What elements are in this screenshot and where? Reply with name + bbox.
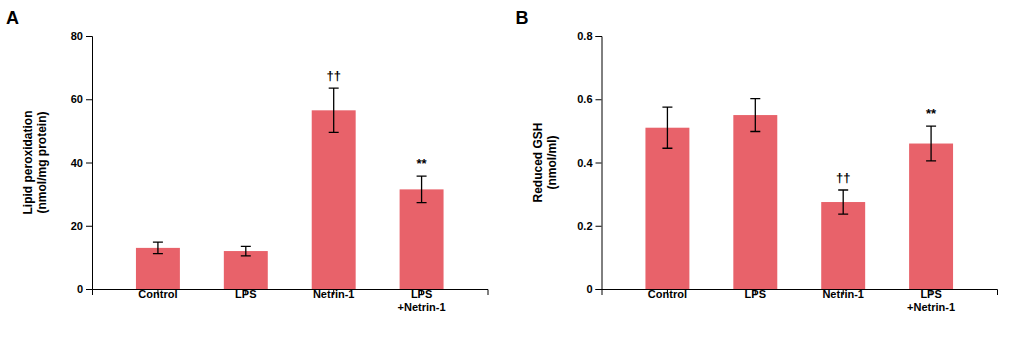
x-tick: Netrin-1 — [313, 288, 355, 300]
x-axis: ControlLPSNetrin-1LPS+Netrin-1 — [93, 288, 489, 313]
y-axis-label-line: Reduced GSH — [531, 122, 545, 202]
plot-area — [136, 88, 444, 289]
y-tick: 0.4 — [577, 157, 601, 169]
tick-label: LPS — [745, 288, 766, 300]
tick-mark — [86, 289, 92, 290]
x-tick: LPS+Netrin-1 — [907, 288, 955, 313]
tick-mark — [86, 99, 92, 100]
tick-label: Control — [138, 288, 177, 300]
bar — [400, 189, 444, 289]
y-axis-label-line: (nmol/mg protein) — [35, 112, 49, 214]
tick-label: Netrin-1 — [313, 288, 355, 300]
panel-title: A — [6, 8, 19, 28]
axis-line — [86, 37, 93, 290]
x-tick: LPS+Netrin-1 — [398, 288, 446, 313]
y-tick: 40 — [71, 157, 92, 169]
tick-mark — [596, 226, 602, 227]
y-tick: 0.6 — [577, 93, 601, 105]
bar — [821, 202, 865, 289]
tick-label: 0.2 — [577, 220, 592, 232]
x-tick: LPS — [745, 288, 766, 300]
tick-mark — [596, 163, 602, 164]
tick-label-line: Control — [138, 288, 177, 300]
tick-label: LPS+Netrin-1 — [907, 288, 955, 313]
tick-mark — [596, 36, 602, 37]
panel: 020406080ControlLPSNetrin-1LPS+Netrin-1†… — [6, 8, 488, 313]
y-tick: 80 — [71, 30, 92, 42]
chart-root: 020406080ControlLPSNetrin-1LPS+Netrin-1†… — [0, 0, 1019, 337]
tick-label-line: Netrin-1 — [313, 288, 355, 300]
tick-mark — [86, 163, 92, 164]
tick-label-line: LPS — [745, 288, 766, 300]
y-tick: 60 — [71, 93, 92, 105]
annotation: ** — [926, 106, 937, 121]
tick-label-line: +Netrin-1 — [398, 301, 446, 313]
y-axis-label: Reduced GSH(nmol/ml) — [531, 122, 559, 202]
y-axis: 0 0.2 0.4 0.6 0.8 — [577, 30, 602, 295]
panel: 00.20.40.60.8ControlLPSNetrin-1LPS+Netri… — [516, 8, 998, 313]
tick-label: 40 — [71, 157, 83, 169]
bar — [645, 128, 689, 289]
y-axis-label-line: (nmol/ml) — [545, 136, 559, 190]
bar — [733, 115, 777, 289]
y-tick: 0.2 — [577, 220, 601, 232]
tick-label-line: LPS — [411, 288, 432, 300]
x-tick: Control — [648, 288, 687, 300]
annotation: †† — [836, 170, 850, 185]
error-bar — [153, 242, 163, 253]
y-axis: 0 20 40 60 80 — [71, 30, 93, 295]
tick-label: LPS+Netrin-1 — [398, 288, 446, 313]
tick-label: Netrin-1 — [822, 288, 864, 300]
x-tick: Control — [138, 288, 177, 300]
x-axis: ControlLPSNetrin-1LPS+Netrin-1 — [602, 288, 998, 313]
y-tick: 0.8 — [577, 30, 601, 42]
error-bar — [838, 190, 848, 214]
tick-mark — [86, 36, 92, 37]
tick-label: 60 — [71, 93, 83, 105]
error-bar — [417, 176, 427, 203]
panel-title: B — [516, 8, 529, 28]
bar — [909, 144, 953, 289]
x-tick: Netrin-1 — [822, 288, 864, 300]
error-bar — [926, 126, 936, 161]
tick-label: 0.8 — [577, 30, 592, 42]
tick-label-line: LPS — [235, 288, 256, 300]
tick-label-line: Netrin-1 — [822, 288, 864, 300]
bar — [224, 251, 268, 289]
y-tick: 20 — [71, 220, 92, 232]
y-tick: 0 — [77, 283, 92, 295]
y-axis-label-line: Lipid peroxidation — [21, 111, 35, 215]
tick-mark — [86, 226, 92, 227]
tick-label: 20 — [71, 220, 83, 232]
tick-label: 0 — [77, 283, 83, 295]
error-bar — [662, 107, 672, 148]
tick-label-line: +Netrin-1 — [907, 301, 955, 313]
tick-label: 80 — [71, 30, 83, 42]
tick-label: 0.6 — [577, 93, 592, 105]
annotation: ** — [417, 156, 428, 171]
tick-label: Control — [648, 288, 687, 300]
tick-mark — [596, 289, 602, 290]
tick-label-line: LPS — [920, 288, 941, 300]
axis-line — [596, 37, 603, 290]
tick-label-line: Control — [648, 288, 687, 300]
error-bar — [750, 99, 760, 132]
annotation: †† — [326, 68, 340, 83]
plot-area — [645, 99, 953, 289]
error-bar — [241, 246, 251, 255]
bar — [312, 110, 356, 289]
y-axis-label: Lipid peroxidation(nmol/mg protein) — [21, 111, 49, 215]
tick-label: LPS — [235, 288, 256, 300]
tick-mark — [596, 99, 602, 100]
tick-label: 0 — [586, 283, 592, 295]
y-tick: 0 — [586, 283, 601, 295]
tick-label: 0.4 — [577, 157, 593, 169]
error-bar — [329, 88, 339, 132]
x-tick: LPS — [235, 288, 256, 300]
